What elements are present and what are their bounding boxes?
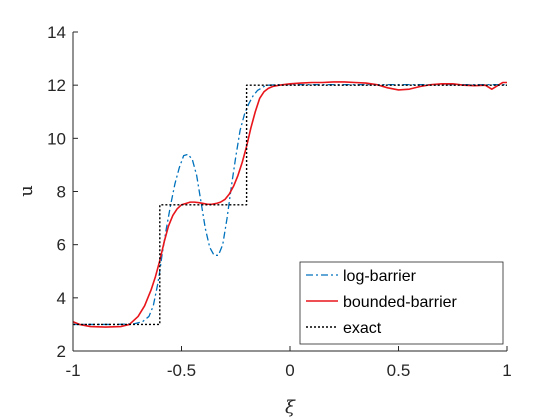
- legend-entry-label: log-barrier: [343, 268, 417, 285]
- x-ticks: -1 -0.5 0 0.5 1: [65, 346, 512, 380]
- y-tick-label: 12: [47, 76, 66, 95]
- y-tick-label: 14: [47, 23, 66, 42]
- x-tick-label: 0.5: [387, 361, 411, 380]
- x-tick-label: 0: [285, 361, 294, 380]
- y-ticks: 2 4 6 8 10 12 14: [47, 23, 78, 361]
- legend: log-barrier bounded-barrier exact: [299, 261, 504, 345]
- series-layer: [73, 81, 507, 328]
- legend-entry-label: bounded-barrier: [343, 294, 458, 311]
- x-tick-label: 1: [502, 361, 511, 380]
- series-line-bounded-barrier: [73, 81, 507, 328]
- x-axis-label: ξ: [285, 397, 296, 418]
- legend-entry-label: exact: [343, 320, 382, 337]
- x-tick-label: -1: [65, 361, 80, 380]
- legend-box: [299, 261, 504, 345]
- y-tick-label: 6: [57, 236, 66, 255]
- y-tick-label: 4: [57, 289, 66, 308]
- series-line-log-barrier: [73, 83, 507, 326]
- y-tick-label: 2: [57, 342, 66, 361]
- y-axis-label: u: [16, 185, 37, 197]
- series-line-exact: [73, 84, 507, 326]
- y-tick-label: 8: [57, 183, 66, 202]
- x-tick-label: -0.5: [167, 361, 196, 380]
- y-tick-label: 10: [47, 129, 66, 148]
